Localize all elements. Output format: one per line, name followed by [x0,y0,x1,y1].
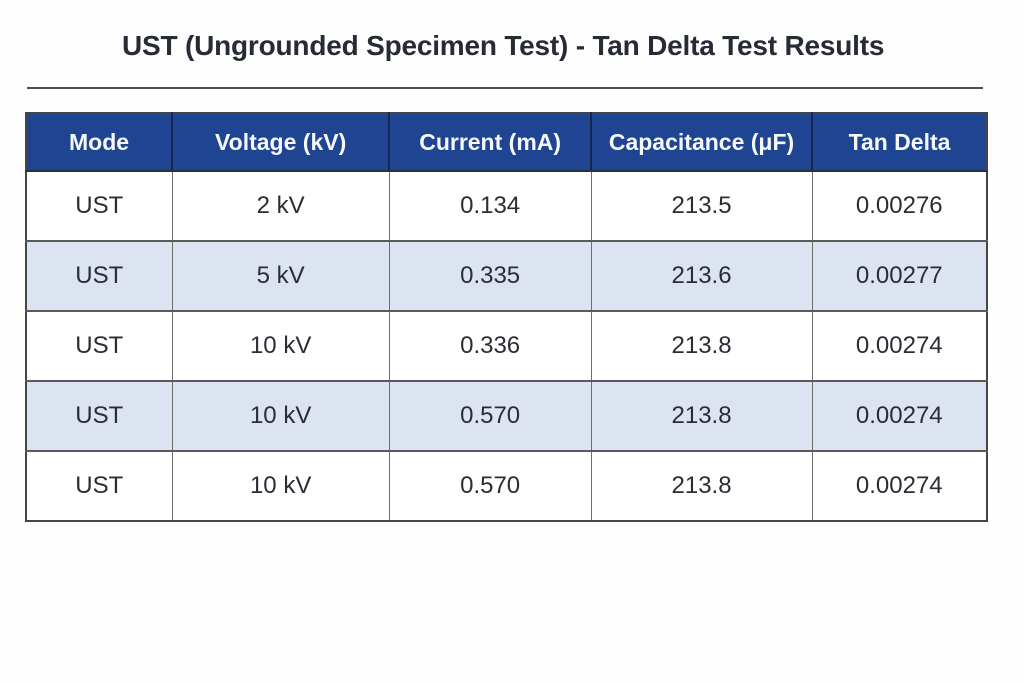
table-cell-capacitance: 213.8 [590,450,813,521]
table-row: UST 10 kV 0.336 213.8 0.00274 [26,310,987,381]
table-cell-tan-delta: 0.00274 [811,450,987,521]
table-cell-current: 0.570 [388,450,592,521]
title-divider [27,87,983,89]
table-cell-capacitance: 213.5 [590,170,813,241]
table-cell-tan-delta: 0.00274 [811,310,987,381]
table-row: UST 10 kV 0.570 213.8 0.00274 [26,380,987,451]
table-cell-voltage: 10 kV [171,380,390,451]
table-cell-mode: UST [26,450,173,521]
table-cell-tan-delta: 0.00276 [811,170,987,241]
table-row: UST 2 kV 0.134 213.5 0.00276 [26,170,987,241]
table-cell-voltage: 10 kV [171,450,390,521]
results-table: Mode Voltage (kV) Current (mA) Capacitan… [25,112,988,522]
column-header-capacitance: Capacitance (μF) [590,113,814,172]
table-cell-mode: UST [26,240,173,311]
table-cell-current: 0.335 [388,240,592,311]
table-cell-mode: UST [26,380,173,451]
page-title: UST (Ungrounded Specimen Test) - Tan Del… [122,30,885,61]
table-cell-voltage: 10 kV [171,310,390,381]
table-cell-capacitance: 213.8 [590,310,813,381]
table-cell-capacitance: 213.6 [590,240,813,311]
column-header-mode: Mode [26,113,174,172]
table-cell-mode: UST [26,170,173,241]
column-header-voltage: Voltage (kV) [171,113,391,172]
table-cell-current: 0.570 [388,380,592,451]
column-header-tan-delta: Tan Delta [811,113,987,172]
table-header-row: Mode Voltage (kV) Current (mA) Capacitan… [26,113,987,172]
table-cell-current: 0.336 [388,310,592,381]
table-row: UST 10 kV 0.570 213.8 0.00274 [26,450,987,521]
table-cell-tan-delta: 0.00277 [811,240,987,311]
table-cell-mode: UST [26,310,173,381]
table-cell-voltage: 2 kV [171,170,390,241]
table-cell-tan-delta: 0.00274 [811,380,987,451]
table-cell-voltage: 5 kV [171,240,390,311]
table-cell-capacitance: 213.8 [590,380,813,451]
table-cell-current: 0.134 [388,170,592,241]
table-row: UST 5 kV 0.335 213.6 0.00277 [26,240,987,311]
column-header-current: Current (mA) [388,113,593,172]
